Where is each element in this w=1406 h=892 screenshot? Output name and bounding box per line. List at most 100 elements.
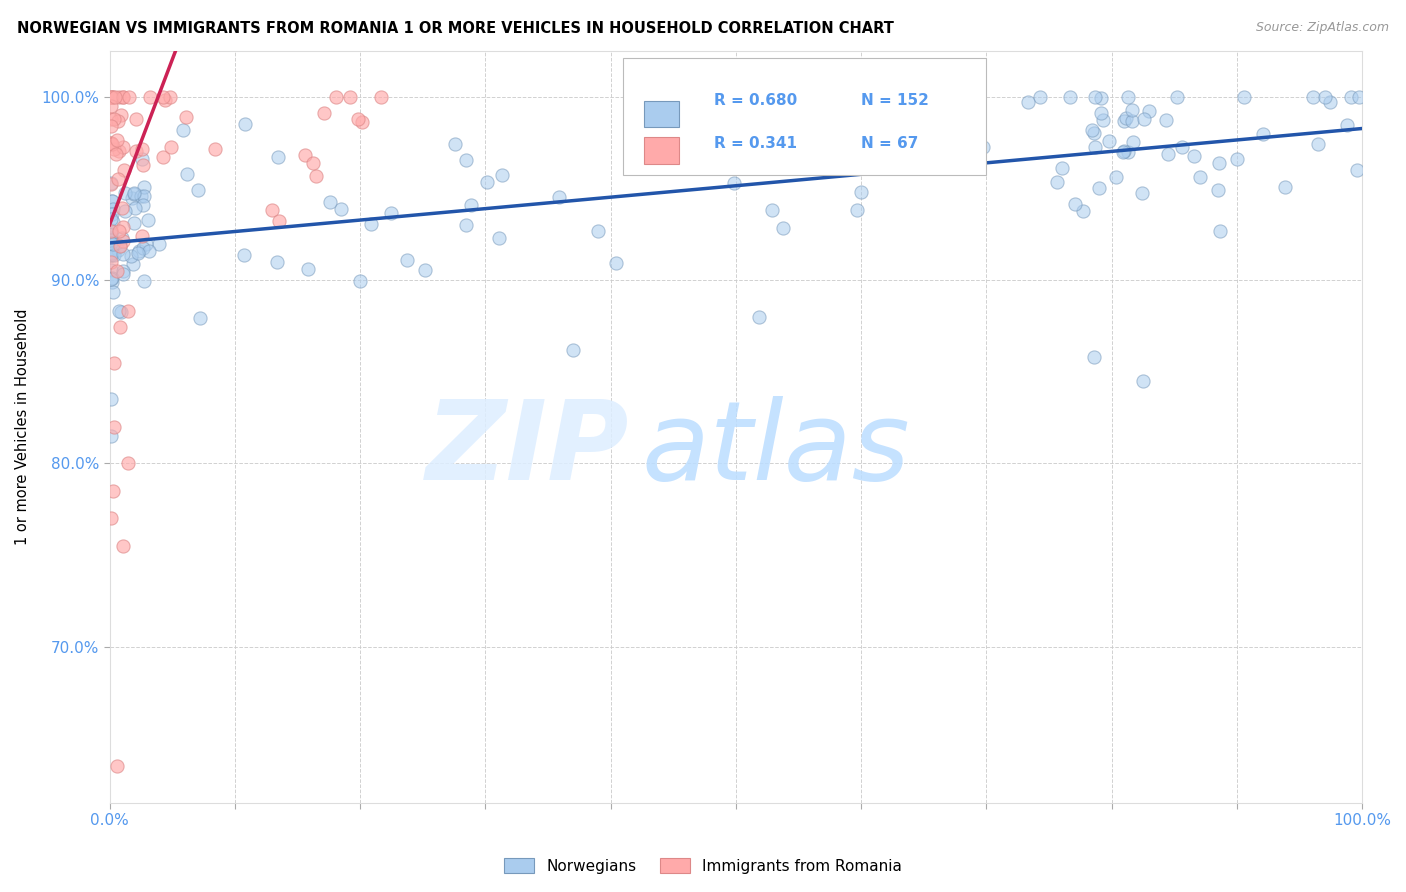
Point xyxy=(1121,103,1143,117)
Point xyxy=(174,110,197,124)
Point xyxy=(1171,139,1194,153)
Point xyxy=(1112,145,1135,159)
Point xyxy=(1017,95,1039,109)
Point xyxy=(395,252,418,267)
Point xyxy=(107,172,129,186)
Point xyxy=(1208,155,1230,169)
Text: R = 0.680: R = 0.680 xyxy=(714,93,797,108)
Point xyxy=(160,140,183,154)
Point xyxy=(349,274,371,288)
Point xyxy=(704,108,727,122)
Point xyxy=(232,248,254,262)
Point xyxy=(112,267,135,281)
Point xyxy=(350,115,373,129)
Point xyxy=(104,146,127,161)
Point xyxy=(131,142,153,156)
Point xyxy=(105,759,128,773)
Point xyxy=(152,90,174,104)
Point xyxy=(347,112,370,126)
Point xyxy=(1226,153,1249,167)
Point xyxy=(187,183,209,197)
Point xyxy=(370,89,392,103)
Point xyxy=(122,216,145,230)
Point xyxy=(460,198,482,212)
Point xyxy=(103,202,125,217)
Point xyxy=(1347,89,1369,103)
Point xyxy=(101,194,124,209)
Point xyxy=(100,231,122,245)
FancyBboxPatch shape xyxy=(644,101,679,128)
Point xyxy=(1313,89,1336,103)
Point xyxy=(360,217,382,231)
Point xyxy=(100,248,122,262)
Point xyxy=(267,150,290,164)
Point xyxy=(1157,147,1180,161)
Point xyxy=(111,202,134,216)
Point xyxy=(1116,145,1139,159)
Point xyxy=(105,133,128,147)
Point xyxy=(120,249,142,263)
Point xyxy=(100,511,122,525)
Point xyxy=(111,539,134,553)
Point xyxy=(1122,136,1144,150)
Point xyxy=(101,285,124,299)
Point xyxy=(101,483,124,498)
Point xyxy=(1130,186,1153,201)
Point xyxy=(112,263,135,277)
Text: N = 67: N = 67 xyxy=(860,136,918,152)
Point xyxy=(1059,89,1081,103)
Text: R = 0.341: R = 0.341 xyxy=(714,136,797,152)
Point xyxy=(132,241,155,255)
Point xyxy=(100,136,122,150)
Point xyxy=(901,140,924,154)
Point xyxy=(561,343,583,357)
Point xyxy=(100,112,122,127)
Point xyxy=(108,239,131,253)
Point xyxy=(1071,203,1094,218)
Point xyxy=(1083,350,1105,364)
Point xyxy=(1132,112,1154,126)
Point xyxy=(454,219,477,233)
Point xyxy=(1105,170,1128,185)
Point xyxy=(125,145,148,159)
Point xyxy=(148,237,170,252)
Point xyxy=(676,156,699,170)
Point xyxy=(112,234,135,248)
Point xyxy=(112,162,135,177)
Point xyxy=(114,186,136,201)
Point xyxy=(100,223,122,237)
Point xyxy=(1112,114,1135,128)
Point xyxy=(1087,181,1109,195)
Point xyxy=(100,223,122,237)
Text: NORWEGIAN VS IMMIGRANTS FROM ROMANIA 1 OR MORE VEHICLES IN HOUSEHOLD CORRELATION: NORWEGIAN VS IMMIGRANTS FROM ROMANIA 1 O… xyxy=(17,21,894,37)
Point xyxy=(110,108,132,122)
Point xyxy=(117,456,139,470)
Point xyxy=(111,89,134,103)
Point xyxy=(548,190,571,204)
Point xyxy=(114,204,136,219)
Point xyxy=(136,213,159,227)
Point xyxy=(100,272,122,286)
Point xyxy=(339,89,361,103)
Point xyxy=(100,89,122,103)
Point xyxy=(100,136,122,151)
Point xyxy=(107,113,129,128)
Point xyxy=(950,129,973,144)
Point xyxy=(1046,175,1069,189)
Point xyxy=(103,356,125,370)
Point xyxy=(153,93,176,107)
Point xyxy=(100,89,122,103)
Point xyxy=(1090,91,1112,105)
Point xyxy=(122,186,145,201)
Point xyxy=(132,179,155,194)
Point xyxy=(121,191,143,205)
Point xyxy=(101,215,124,229)
Point xyxy=(1121,114,1143,128)
Point xyxy=(1302,89,1324,103)
Y-axis label: 1 or more Vehicles in Household: 1 or more Vehicles in Household xyxy=(15,309,30,545)
Point xyxy=(266,254,288,268)
Point xyxy=(1098,134,1121,148)
Point xyxy=(100,392,122,406)
Point xyxy=(108,144,131,158)
Point xyxy=(100,255,122,269)
